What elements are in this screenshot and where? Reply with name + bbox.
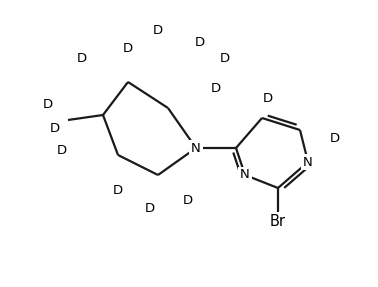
Text: D: D [123,42,133,55]
Text: D: D [211,82,221,94]
Text: D: D [77,51,87,65]
Text: N: N [240,168,250,181]
Text: D: D [183,193,193,207]
Text: N: N [303,156,313,168]
Text: D: D [263,92,273,104]
Text: D: D [195,36,205,49]
Text: D: D [43,98,53,112]
Text: D: D [153,24,163,36]
Text: D: D [57,144,67,156]
Text: D: D [50,121,60,135]
Text: N: N [191,141,201,154]
Text: Br: Br [270,214,286,230]
Text: D: D [113,183,123,197]
Text: D: D [145,201,155,214]
Text: D: D [330,131,340,144]
Text: D: D [220,51,230,65]
